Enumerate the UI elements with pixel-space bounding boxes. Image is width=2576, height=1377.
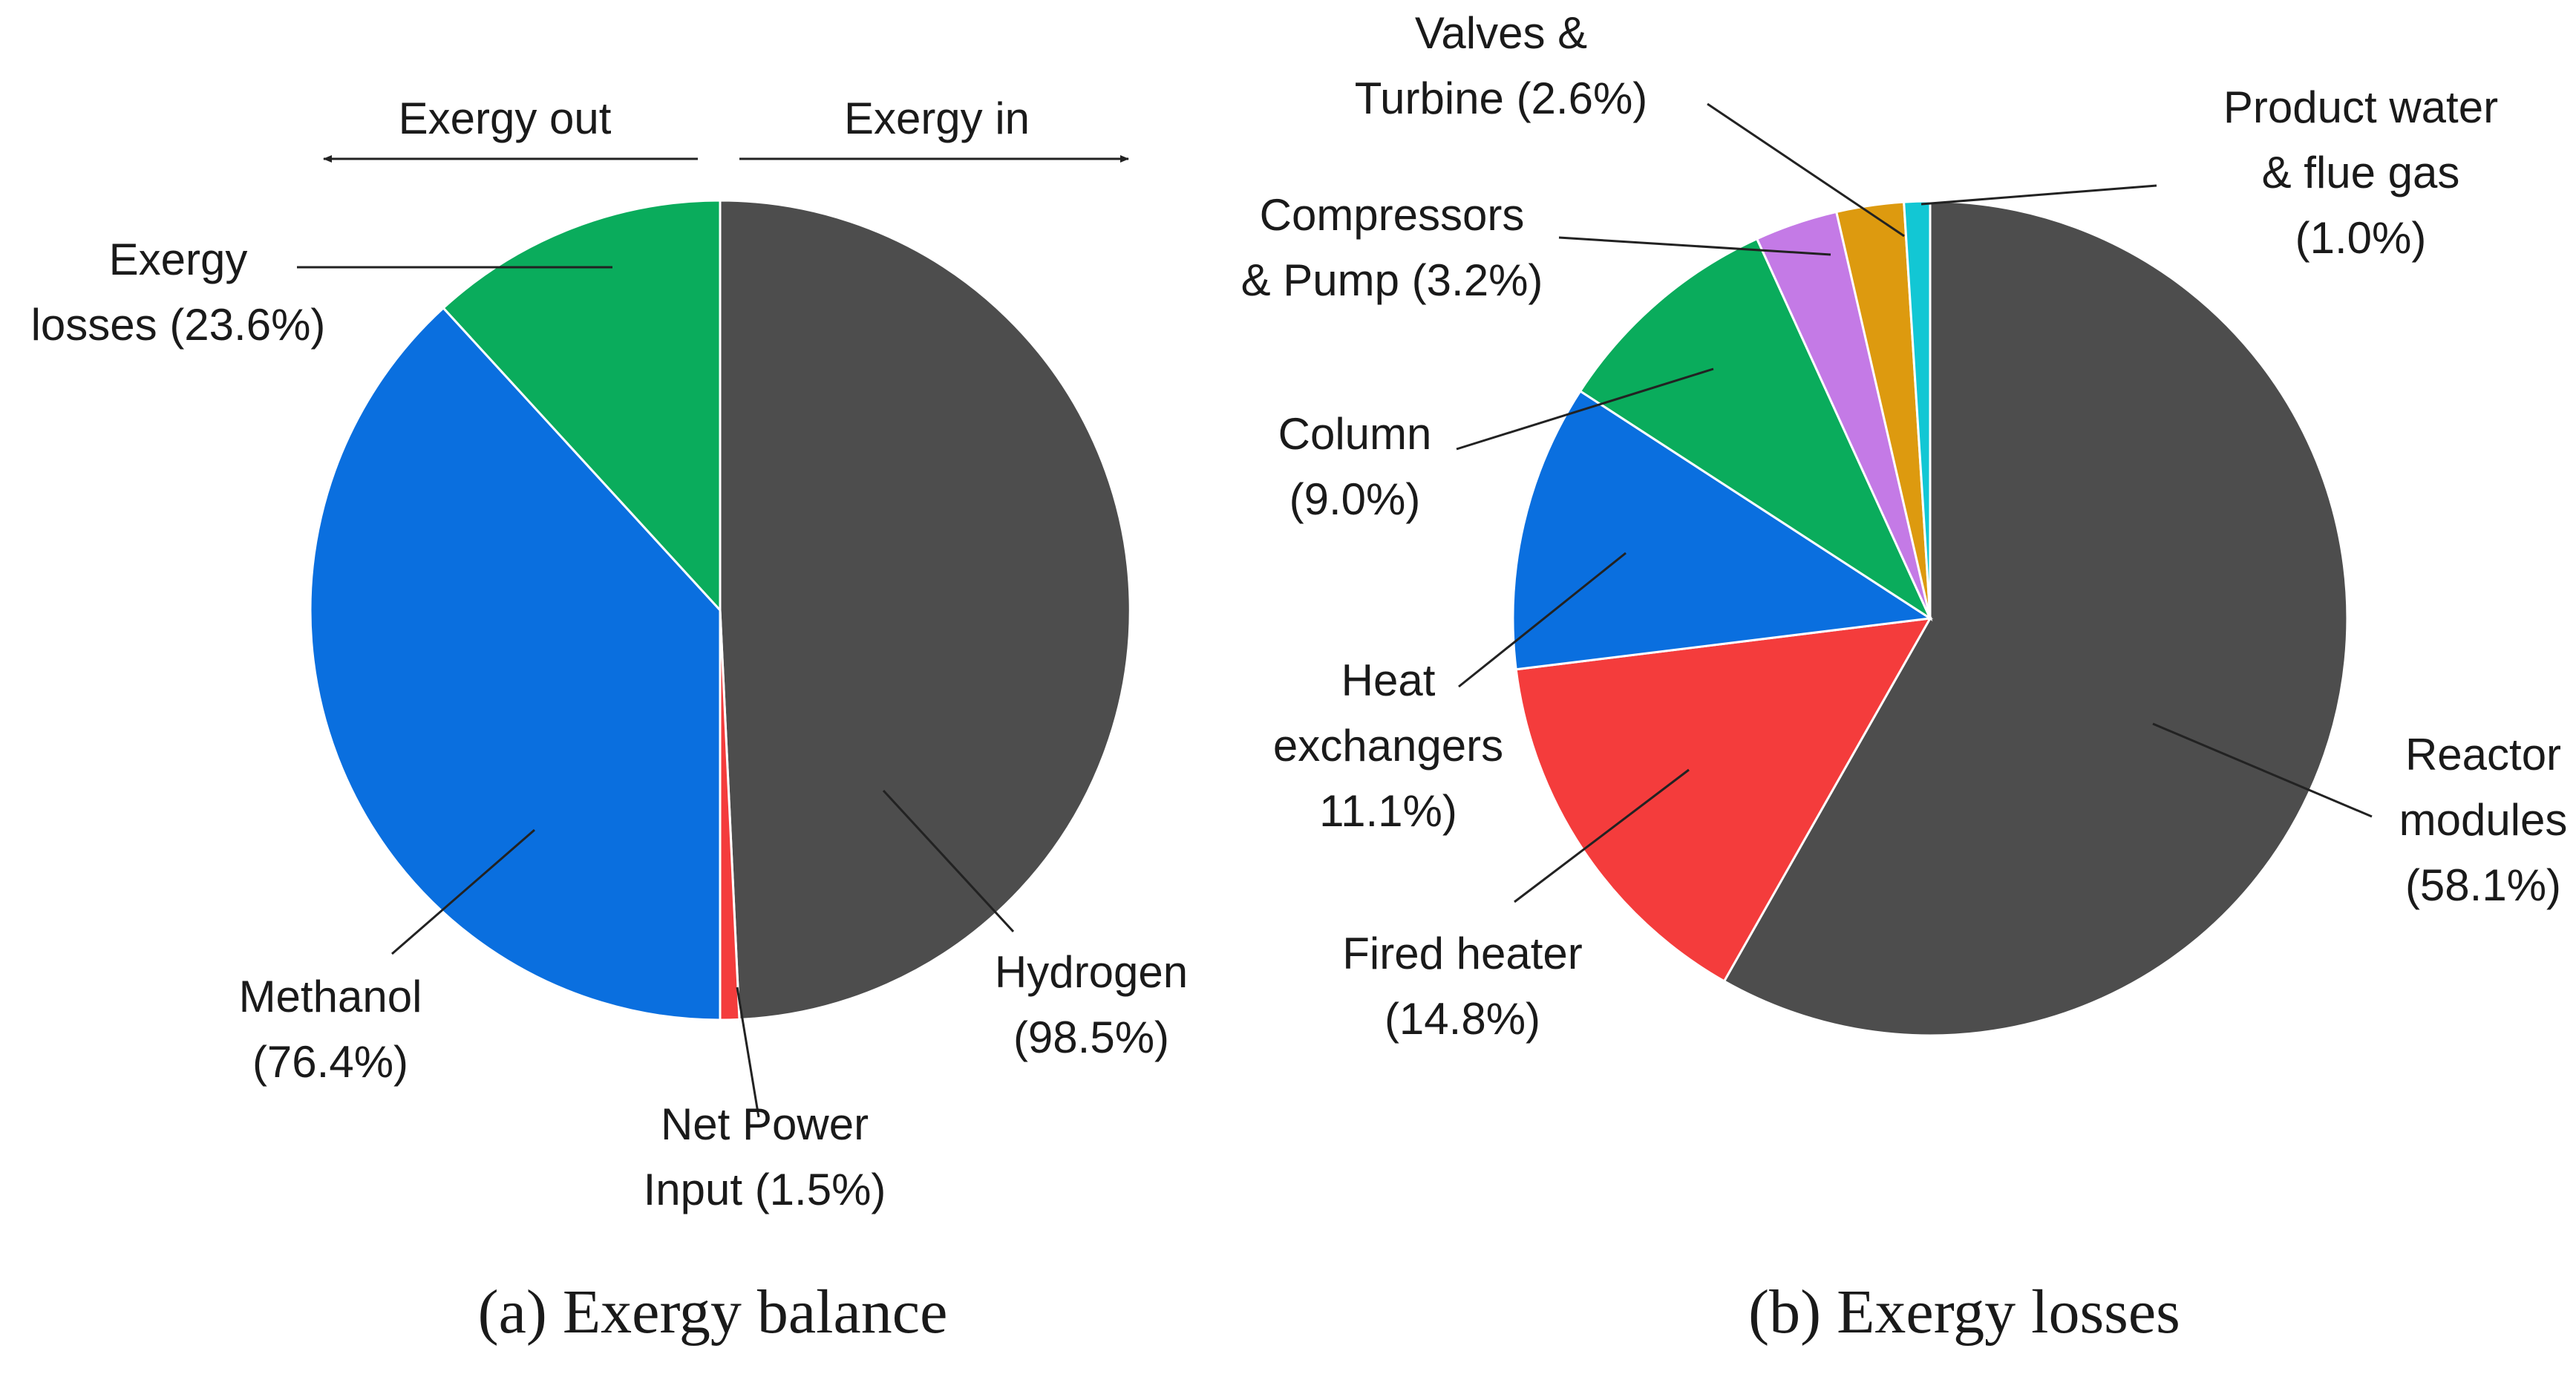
column-leader — [1456, 367, 1714, 451]
product-water-and-flue-gas-label-line: & flue gas — [2262, 148, 2460, 197]
hydrogen-label-line: Hydrogen — [995, 947, 1188, 997]
reactor-modules-slice — [1722, 200, 2349, 1037]
methanol-label: Methanol (76.4%) — [239, 972, 422, 1087]
reactor-modules-label-line: Reactor — [2405, 730, 2561, 779]
fired-heater-leader — [1514, 768, 1690, 903]
heat-exchangers-label-line: 11.1%) — [1319, 786, 1457, 836]
heat-exchangers-label-line: exchangers — [1273, 721, 1503, 771]
valves-and-turbine-label-line: Turbine (2.6%) — [1355, 73, 1648, 123]
fired-heater-label-line: (14.8%) — [1385, 994, 1540, 1044]
exergy-losses-slice — [442, 199, 722, 613]
exergy-in-label: Exergy in — [844, 94, 1030, 143]
exergy-losses-label: Exergy losses (23.6%) — [31, 235, 326, 350]
compressors-and-pump-label-line: & Pump (3.2%) — [1241, 255, 1543, 305]
valves-and-turbine-label-line: Valves & — [1415, 8, 1587, 58]
heat-exchangers-label: Heat exchangers 11.1%) — [1273, 655, 1503, 836]
exergy-losses-chart: Reactor modules (58.1%) Fired heater (14.8%)… — [1241, 8, 2568, 1347]
compressors-and-pump-label-line: Compressors — [1260, 190, 1525, 240]
exergy-balance-caption: (a) Exergy balance — [478, 1278, 948, 1347]
compressors-and-pump-label: Compressors & Pump (3.2%) — [1241, 190, 1543, 305]
fired-heater-label: Fired heater (14.8%) — [1342, 929, 1583, 1044]
column-label: Column (9.0%) — [1278, 409, 1432, 524]
hydrogen-label: Hydrogen (98.5%) — [995, 947, 1188, 1062]
methanol-leader — [391, 828, 535, 955]
reactor-modules-label-line: (58.1%) — [2405, 860, 2561, 910]
exergy-out-label: Exergy out — [399, 94, 612, 143]
exergy-losses-leaders — [1456, 102, 2373, 903]
exergy-balance-chart: Exergy out Exergy in Hydrogen (98.5%) Net … — [31, 94, 1188, 1347]
exergy-losses-label-line: Exergy — [109, 235, 248, 284]
reactor-modules-label-line: modules — [2399, 795, 2568, 845]
product-water-and-flue-gas-leader — [1920, 184, 2157, 206]
net-power-input-leader — [736, 987, 760, 1118]
net-power-input-label-line: Input (1.5%) — [644, 1165, 886, 1214]
product-water-and-flue-gas-slice — [1903, 200, 1932, 619]
net-power-input-label: Net Power Input (1.5%) — [644, 1099, 886, 1214]
hydrogen-slice — [719, 199, 1131, 1021]
methanol-slice — [309, 306, 722, 1021]
valves-and-turbine-label: Valves & Turbine (2.6%) — [1355, 8, 1648, 123]
product-water-and-flue-gas-label-line: Product water — [2223, 82, 2498, 132]
reactor-modules-leader — [2152, 722, 2373, 818]
heat-exchangers-leader — [1458, 552, 1627, 688]
exergy-losses-labels: Reactor modules (58.1%) Fired heater (14.8%)… — [1241, 8, 2568, 1044]
exergy-balance-labels: Hydrogen (98.5%) Net Power Input (1.5%) Meth… — [31, 235, 1188, 1214]
reactor-modules-label: Reactor modules (58.1%) — [2399, 730, 2568, 910]
valves-and-turbine-leader — [1707, 102, 1905, 238]
exergy-losses-label-line: losses (23.6%) — [31, 300, 326, 350]
compressors-and-pump-leader — [1558, 236, 1831, 256]
fired-heater-label-line: Fired heater — [1342, 929, 1583, 978]
hydrogen-leader — [882, 789, 1015, 933]
exergy-balance-slices — [309, 199, 1131, 1021]
exergy-losses-slices — [1511, 200, 2349, 1037]
exergy-losses-caption: (b) Exergy losses — [1748, 1278, 2180, 1347]
exergy-flow-arrows: Exergy out Exergy in — [323, 94, 1129, 163]
exergy-balance-leaders — [297, 266, 1015, 1118]
methanol-label-line: Methanol — [239, 972, 422, 1021]
net-power-input-label-line: Net Power — [661, 1099, 869, 1149]
hydrogen-label-line: (98.5%) — [1013, 1013, 1169, 1062]
heat-exchangers-label-line: Heat — [1341, 655, 1436, 705]
column-label-line: (9.0%) — [1289, 474, 1421, 524]
methanol-label-line: (76.4%) — [252, 1037, 408, 1087]
product-water-and-flue-gas-label-line: (1.0%) — [2295, 213, 2427, 263]
product-water-and-flue-gas-label: Product water & flue gas (1.0%) — [2223, 82, 2498, 263]
column-label-line: Column — [1278, 409, 1432, 459]
